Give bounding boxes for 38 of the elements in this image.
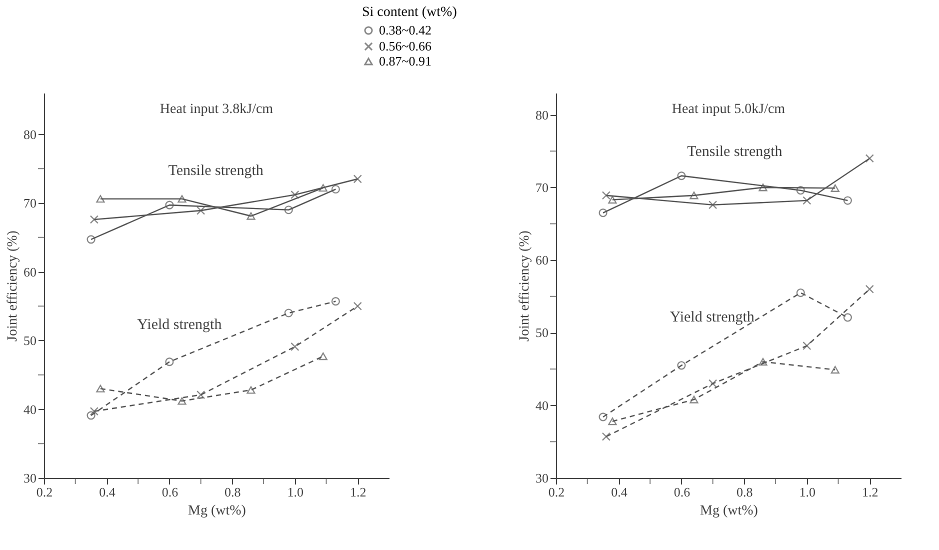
text: Heat input 3.8kJ/cm [160,102,274,117]
x-tick-label: 0.2 [548,484,565,500]
y-tick-label: 80 [536,107,548,122]
legend-label: 0.56~0.66 [379,38,432,54]
x-tick-label: 0.8 [736,484,753,500]
y-axis-title: Joint efficiency (%) [518,230,532,342]
y-axis-title: Joint efficiency (%) [6,230,20,342]
y-tick-label: 70 [24,196,36,210]
x-tick-label: 1.2 [350,484,366,500]
annotation: Tensile strength [168,163,264,179]
legend-title: Si content (wt%) [362,5,458,20]
x-axis-title: Mg (wt%) [700,504,758,518]
text: Heat input 5.0kJ/cm [672,102,786,117]
y-tick-label: 30 [24,470,36,486]
y-tick-label: 70 [536,180,548,195]
x-tick-label: 0.2 [36,484,53,500]
x-tick-label: 0.4 [611,484,628,500]
x-axis-title: Mg (wt%) [188,504,246,518]
y-tick-label: 50 [24,333,36,348]
x-tick-label: 0.4 [99,484,116,500]
legend-label: 0.38~0.42 [379,22,432,38]
x-tick-label: 0.8 [224,484,241,500]
legend-label: 0.87~0.91 [379,54,432,68]
x-tick-label: 1.2 [862,484,878,500]
x-tick-label: 1.0 [287,484,304,500]
y-tick-label: 30 [536,470,548,486]
y-tick-label: 40 [536,398,548,413]
annotation: Yield strength [670,309,755,326]
y-tick-label: 40 [24,402,36,417]
x-tick-label: 0.6 [674,484,691,500]
annotation: Tensile strength [687,144,783,160]
y-tick-label: 60 [24,264,36,280]
x-tick-label: 1.0 [799,484,816,500]
annotation: Yield strength [137,317,222,333]
x-tick-label: 0.6 [162,484,179,500]
y-tick-label: 60 [536,252,548,268]
y-tick-label: 80 [24,126,36,142]
y-tick-label: 50 [536,325,548,340]
